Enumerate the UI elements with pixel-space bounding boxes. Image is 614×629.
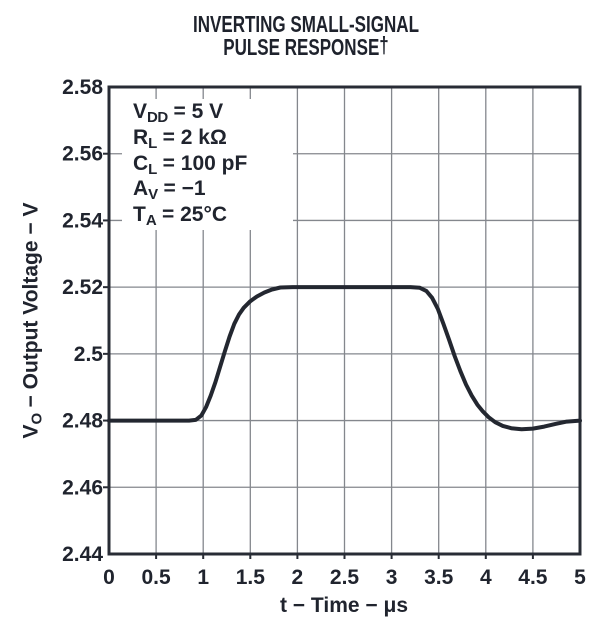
y-tick-label: 2.56	[62, 143, 103, 166]
condition-rl: RL = 2 kΩ	[133, 125, 227, 152]
x-tick-label: 1.5	[236, 566, 266, 589]
response-curve	[107, 285, 582, 432]
y-tick-label: 2.48	[62, 410, 103, 433]
test-conditions: VDD = 5 V RL = 2 kΩ CL = 100 pF AV = −1 …	[122, 99, 293, 230]
chart-title-line1: INVERTING SMALL-SIGNAL	[192, 11, 419, 37]
x-tick-label: 2.5	[330, 566, 360, 589]
condition-av: AV = −1	[133, 177, 206, 204]
y-tick-label: 2.54	[62, 209, 103, 232]
x-tick-label: 0	[103, 566, 115, 589]
x-tick-label: 4.5	[518, 566, 548, 589]
y-tick-label: 2.46	[62, 476, 103, 499]
y-tick-label: 2.5	[74, 343, 104, 366]
condition-ta: TA = 25°C	[133, 203, 228, 230]
x-tick-label: 5	[574, 566, 586, 589]
x-tick-label: 2	[292, 566, 304, 589]
x-tick-label: 0.5	[141, 566, 171, 589]
dagger-footnote-mark: †	[379, 32, 389, 58]
condition-vdd: VDD = 5 V	[133, 100, 224, 126]
y-tick-label: 2.58	[62, 76, 103, 99]
y-tick-label: 2.44	[62, 543, 103, 566]
x-tick-label: 4	[480, 566, 492, 589]
y-axis-title: VO − Output Voltage − V	[19, 202, 46, 439]
condition-cl: CL = 100 pF	[133, 151, 248, 178]
plot-border	[107, 85, 582, 556]
chart-title-line2: PULSE RESPONSE†	[223, 32, 389, 60]
y-tick-label: 2.52	[62, 276, 103, 299]
chart-title: INVERTING SMALL-SIGNAL PULSE RESPONSE†	[0, 13, 612, 59]
x-tick-label: 1	[197, 566, 209, 589]
x-tick-label: 3.5	[424, 566, 454, 589]
x-axis-title: t − Time − μs	[279, 594, 409, 617]
x-tick-label: 3	[386, 566, 398, 589]
